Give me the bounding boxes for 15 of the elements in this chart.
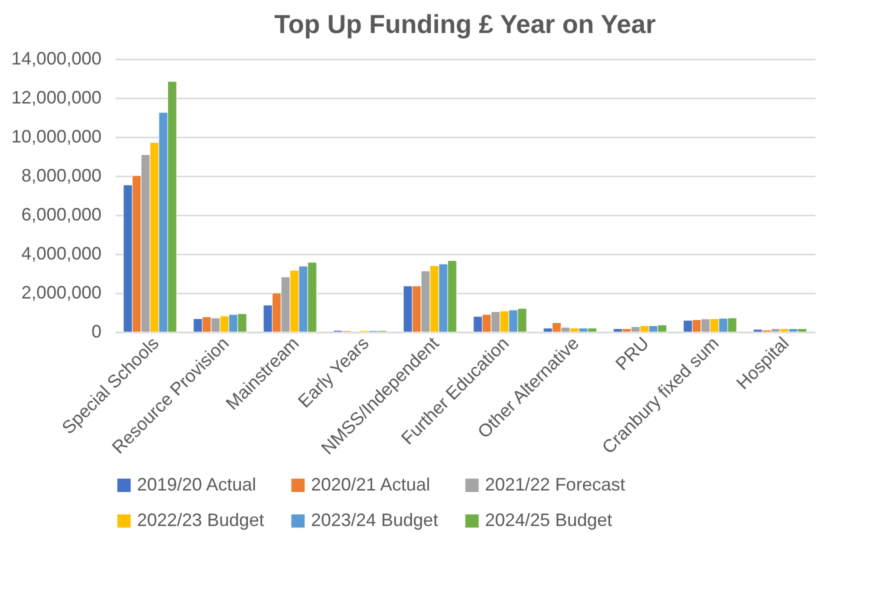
- legend-label: 2019/20 Actual: [137, 474, 256, 494]
- y-tick-label: 14,000,000: [11, 48, 102, 68]
- y-tick-label: 8,000,000: [21, 166, 102, 186]
- y-tick-label: 6,000,000: [21, 204, 102, 224]
- legend-label: 2024/25 Budget: [485, 510, 612, 530]
- y-tick-label: 2,000,000: [21, 282, 102, 302]
- y-tick-label: 12,000,000: [11, 88, 102, 108]
- chart-title: Top Up Funding £ Year on Year: [274, 9, 656, 39]
- y-tick-label: 4,000,000: [21, 244, 102, 264]
- legend-label: 2020/21 Actual: [311, 474, 430, 494]
- y-tick-label: 0: [91, 322, 102, 342]
- legend-label: 2023/24 Budget: [311, 510, 438, 530]
- legend-label: 2021/22 Forecast: [485, 474, 626, 494]
- legend-label: 2022/23 Budget: [137, 510, 264, 530]
- y-tick-label: 10,000,000: [11, 126, 102, 146]
